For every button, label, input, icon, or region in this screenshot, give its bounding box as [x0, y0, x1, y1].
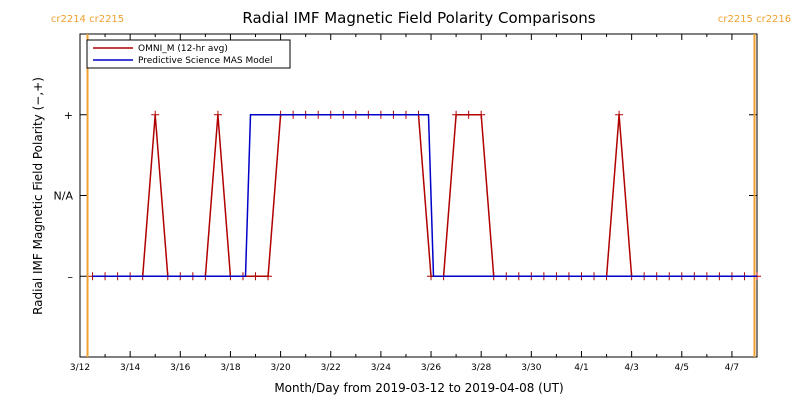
x-tick-label: 3/14: [120, 363, 140, 373]
y-tick-label: N/A: [54, 190, 74, 203]
x-tick-label: 4/3: [624, 363, 638, 373]
y-axis: + N/A –: [54, 109, 757, 283]
data-point-marker: [151, 110, 160, 119]
legend-label-mas: Predictive Science MAS Model: [138, 56, 273, 66]
series-line-0: [92, 114, 757, 278]
data-point-marker: [251, 272, 260, 281]
x-tick-label: 4/1: [574, 363, 588, 373]
carrington-label: cr2215 cr2216: [718, 14, 791, 25]
series-layer: [88, 110, 761, 281]
x-tick-label: 3/24: [371, 363, 391, 373]
x-tick-label: 3/16: [170, 363, 190, 373]
x-axis: 3/12 3/14 3/16 3/18 3/20 3/22 3/24 3/26 3/28 3/30…: [70, 34, 758, 373]
carrington-markers: cr2214 cr2215 cr2215 cr2216: [51, 14, 791, 357]
x-tick-label: 3/20: [270, 363, 290, 373]
plot-frame: [79, 33, 758, 358]
carrington-label: cr2214 cr2215: [51, 14, 124, 25]
x-tick-label: 4/7: [725, 363, 739, 373]
chart-title: Radial IMF Magnetic Field Polarity Compa…: [242, 9, 595, 27]
x-tick-label: 3/28: [471, 363, 491, 373]
x-tick-label: 3/26: [421, 363, 441, 373]
x-tick-label: 3/18: [220, 363, 240, 373]
y-tick-label: –: [68, 270, 74, 283]
y-tick-label: +: [64, 109, 73, 122]
data-point-marker: [213, 110, 222, 119]
x-tick-label: 3/30: [521, 363, 541, 373]
series-line-1: [92, 114, 757, 278]
data-point-marker: [615, 110, 624, 119]
data-point-marker: [452, 110, 461, 119]
x-tick-label: 3/22: [321, 363, 341, 373]
x-axis-label: Month/Day from 2019-03-12 to 2019-04-08 …: [274, 381, 563, 395]
legend-box: [86, 39, 291, 69]
legend: OMNI_M (12-hr avg) Predictive Science MA…: [86, 39, 291, 69]
data-point-marker: [264, 272, 273, 281]
data-point-marker: [464, 110, 473, 119]
data-point-marker: [477, 110, 486, 119]
x-tick-label: 3/12: [70, 363, 90, 373]
legend-label-omni: OMNI_M (12-hr avg): [138, 44, 228, 54]
x-tick-label: 4/5: [675, 363, 689, 373]
y-axis-label: Radial IMF Magnetic Field Polarity (−,+): [31, 77, 45, 315]
